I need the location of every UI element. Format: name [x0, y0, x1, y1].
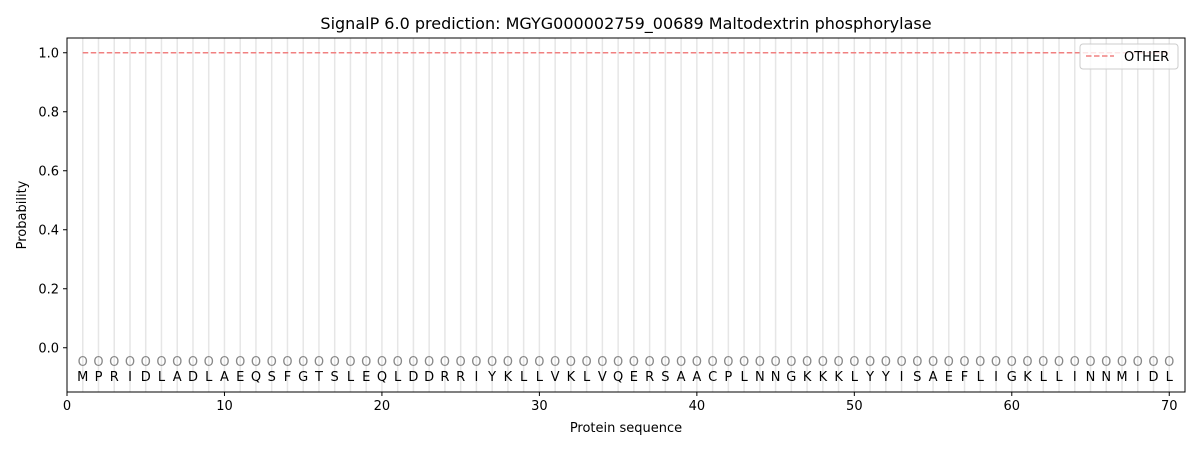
grid — [81, 38, 1171, 392]
x-tick-label: 30 — [531, 399, 548, 414]
x-tick-label: 50 — [846, 399, 863, 414]
chart-title: SignalP 6.0 prediction: MGYG000002759_00… — [320, 14, 931, 34]
axes: 0 10 20 30 40 50 60 70 0.0 0.2 0.4 0.6 0.8 1.0 — [38, 46, 1177, 414]
x-tick-label: 0 — [63, 399, 71, 414]
y-tick-label: 0.0 — [38, 341, 59, 356]
y-tick-label: 1.0 — [38, 46, 59, 61]
y-axis-label: Probability — [15, 180, 30, 249]
predicted-labels-row: OOOOOOOOOOOOOOOOOOOOOOOOOOOOOOOOOOOOOOOO… — [78, 355, 1175, 370]
legend-label-other: OTHER — [1124, 50, 1169, 65]
x-axis-label: Protein sequence — [570, 421, 682, 436]
y-tick-label: 0.4 — [38, 223, 59, 238]
x-tick-label: 40 — [689, 399, 706, 414]
x-tick-label: 20 — [374, 399, 391, 414]
plot-frame — [66, 37, 1186, 393]
y-tick-label: 0.8 — [38, 105, 59, 120]
legend-box — [1079, 43, 1179, 70]
x-tick-label: 70 — [1161, 399, 1178, 414]
x-tick-label: 10 — [216, 399, 233, 414]
x-tick-label: 60 — [1004, 399, 1021, 414]
y-tick-label: 0.6 — [38, 164, 59, 179]
legend: OTHER — [1079, 43, 1179, 70]
sequence-row: MPRIDLADLAEQSFGTSLEQLDDRRIYKLLVKLVQERSAA… — [77, 370, 1173, 385]
y-tick-label: 0.2 — [38, 282, 59, 297]
